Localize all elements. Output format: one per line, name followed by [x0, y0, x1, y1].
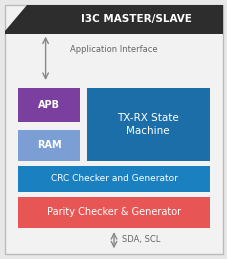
Text: SDA, SCL: SDA, SCL	[122, 235, 160, 244]
Text: Parity Checker & Generator: Parity Checker & Generator	[47, 207, 180, 217]
Polygon shape	[5, 5, 222, 34]
Bar	[18, 130, 79, 161]
Text: APB: APB	[38, 100, 60, 110]
Bar	[18, 197, 209, 228]
Text: TX-RX State
Machine: TX-RX State Machine	[117, 113, 178, 135]
Text: RAM: RAM	[37, 140, 61, 150]
Text: CRC Checker and Generator: CRC Checker and Generator	[50, 174, 177, 183]
Bar	[86, 88, 209, 161]
Text: I3C MASTER/SLAVE: I3C MASTER/SLAVE	[81, 15, 191, 24]
Bar	[18, 166, 209, 192]
Bar	[18, 88, 79, 122]
Text: Application Interface: Application Interface	[70, 45, 157, 54]
